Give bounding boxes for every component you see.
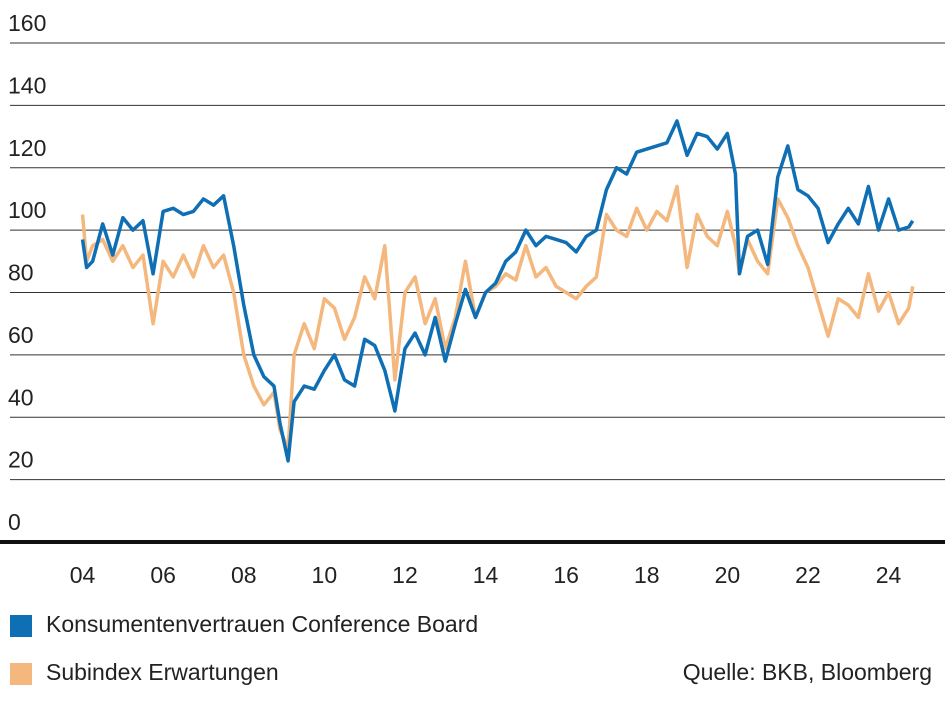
x-tick-label: 12 — [392, 562, 418, 588]
x-tick-label: 06 — [150, 562, 176, 588]
line — [80, 119, 915, 463]
x-tick-label: 20 — [715, 562, 741, 588]
source: Quelle: BKB, Bloomberg — [683, 659, 932, 685]
legend-swatch — [10, 663, 32, 685]
y-tick-label: 60 — [8, 322, 34, 348]
y-tick-label: 40 — [8, 384, 34, 410]
x-tick-label: 16 — [553, 562, 579, 588]
legend-swatch — [10, 615, 32, 637]
x-tick-label: 24 — [876, 562, 902, 588]
y-tick-label: 20 — [8, 447, 34, 473]
x-tick-label: 04 — [70, 562, 96, 588]
y-tick-label: 120 — [8, 135, 46, 161]
x-tick-label: 08 — [231, 562, 257, 588]
legend-label: Konsumentenvertrauen Conference Board — [46, 611, 478, 637]
y-tick-label: 140 — [8, 72, 46, 98]
x-tick-label: 18 — [634, 562, 660, 588]
y-tick-label: 80 — [8, 260, 34, 286]
legend-label: Subindex Erwartungen — [46, 659, 279, 685]
y-tick-label: 100 — [8, 197, 46, 223]
y-tick-label: 0 — [8, 509, 21, 535]
line — [80, 184, 915, 451]
y-tick-label: 160 — [8, 10, 46, 36]
x-tick-label: 22 — [795, 562, 821, 588]
x-tick-label: 14 — [473, 562, 499, 588]
x-tick-label: 10 — [312, 562, 338, 588]
